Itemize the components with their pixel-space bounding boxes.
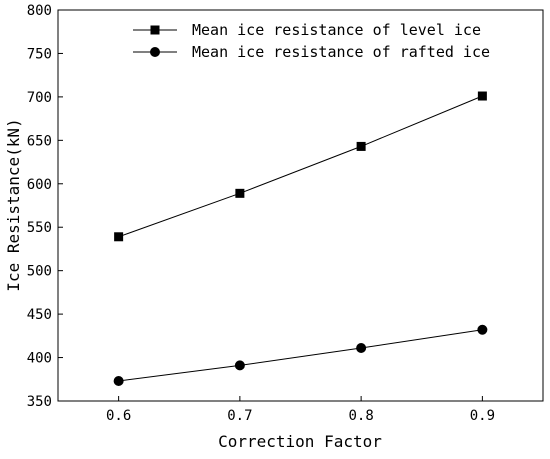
data-point-0-0	[114, 232, 124, 242]
data-point-0-3	[477, 91, 487, 101]
x-tick-label: 0.8	[348, 408, 373, 424]
y-tick-label: 800	[27, 3, 52, 19]
data-point-1-2	[356, 342, 367, 353]
y-tick-label: 650	[27, 133, 52, 149]
legend-label-0: Mean ice resistance of level ice	[192, 21, 481, 39]
x-tick-label: 0.6	[106, 408, 131, 424]
data-point-1-0	[113, 376, 124, 387]
x-tick-label: 0.9	[470, 408, 495, 424]
x-axis-title: Correction Factor	[218, 432, 382, 451]
plot-frame	[57, 9, 544, 402]
y-tick-label: 750	[27, 46, 52, 62]
x-tick-label: 0.7	[227, 408, 252, 424]
y-tick-label: 700	[27, 90, 52, 106]
y-axis: 350 400 450 500 550 600 650 700 750 800	[27, 3, 63, 410]
series-line-0	[118, 95, 483, 238]
y-axis-title: Ice Resistance(kN)	[4, 118, 23, 291]
data-point-0-2	[356, 141, 366, 151]
legend-marker-0	[150, 25, 160, 35]
data-point-1-1	[234, 360, 245, 371]
data-point-0-1	[235, 188, 245, 198]
y-tick-label: 400	[27, 351, 52, 367]
data-point-1-3	[477, 324, 488, 335]
legend-marker-1	[150, 47, 160, 57]
y-tick-label: 500	[27, 264, 52, 280]
series-layer	[113, 91, 488, 387]
series-line-1	[118, 329, 483, 382]
y-tick-label: 350	[27, 394, 52, 410]
legend-label-1: Mean ice resistance of rafted ice	[192, 43, 490, 61]
legend: Mean ice resistance of level ice Mean ice…	[133, 21, 490, 61]
y-tick-label: 550	[27, 220, 52, 236]
y-tick-label: 450	[27, 307, 52, 323]
x-axis: 0.6 0.7 0.8 0.9	[106, 396, 495, 424]
y-tick-label: 600	[27, 177, 52, 193]
